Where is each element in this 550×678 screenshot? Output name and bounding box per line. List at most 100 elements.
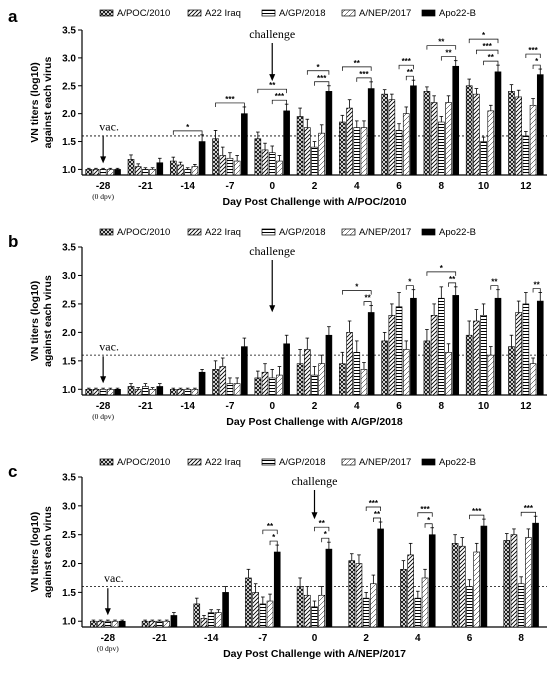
y-tick-label: 2.5 bbox=[62, 530, 76, 541]
bar bbox=[184, 169, 191, 176]
vac-arrowhead bbox=[100, 156, 107, 164]
legend-label: A/GP/2018 bbox=[279, 227, 325, 238]
bar bbox=[163, 620, 170, 628]
legend-swatch bbox=[421, 9, 436, 17]
x-axis-title: Day Post Challenge with A/NEP/2017 bbox=[223, 648, 406, 660]
significance-bracket bbox=[342, 290, 372, 295]
legend-label: A/POC/2010 bbox=[117, 8, 170, 19]
significance-bracket bbox=[520, 511, 536, 517]
bar bbox=[465, 85, 473, 176]
bar bbox=[226, 157, 234, 176]
x-tick-label: -7 bbox=[258, 633, 267, 644]
bar bbox=[149, 389, 156, 396]
bar bbox=[466, 586, 473, 628]
significance-bracket bbox=[525, 53, 541, 59]
significance-bracket bbox=[215, 102, 245, 107]
bar bbox=[522, 303, 530, 396]
significance-bracket bbox=[490, 285, 499, 290]
bar bbox=[296, 363, 304, 396]
bar bbox=[311, 146, 318, 176]
legend-swatch bbox=[99, 228, 114, 236]
bar bbox=[142, 169, 149, 176]
legend-label: A/GP/2018 bbox=[279, 457, 325, 468]
bar bbox=[296, 116, 304, 176]
bar bbox=[325, 548, 333, 628]
x-tick-label: 0 bbox=[269, 401, 275, 412]
significance-bracket bbox=[532, 288, 541, 293]
bar bbox=[339, 363, 346, 396]
bar bbox=[438, 121, 445, 176]
bar bbox=[111, 620, 119, 628]
legend-swatch bbox=[261, 458, 276, 466]
bar bbox=[381, 93, 388, 176]
bar bbox=[259, 603, 267, 628]
bar bbox=[118, 620, 126, 628]
vac-label: vac. bbox=[104, 571, 124, 585]
bar bbox=[276, 160, 283, 176]
significance-bracket bbox=[476, 49, 499, 55]
bar bbox=[207, 612, 215, 628]
significance-label: *** bbox=[420, 505, 430, 514]
significance-label: * bbox=[324, 530, 328, 539]
vac-arrowhead bbox=[100, 376, 107, 384]
bar bbox=[515, 312, 522, 396]
bar bbox=[360, 127, 368, 176]
bar bbox=[104, 620, 112, 628]
legend-swatch bbox=[421, 458, 436, 466]
x-tick-label: 8 bbox=[439, 401, 445, 412]
bar bbox=[430, 315, 438, 396]
bar bbox=[367, 312, 375, 396]
bar bbox=[254, 138, 262, 176]
bar bbox=[452, 65, 460, 176]
bar bbox=[177, 164, 184, 176]
y-tick-label: 1.0 bbox=[62, 165, 76, 176]
legend-swatch bbox=[261, 9, 276, 17]
y-tick-label: 2.0 bbox=[62, 109, 76, 120]
bar bbox=[445, 102, 452, 176]
significance-label: *** bbox=[359, 70, 369, 79]
challenge-arrowhead bbox=[269, 74, 276, 82]
challenge-arrowhead bbox=[311, 512, 318, 520]
significance-label: * bbox=[186, 123, 190, 132]
x-tick-label: 4 bbox=[415, 633, 421, 644]
bar bbox=[529, 104, 537, 176]
bar bbox=[311, 374, 318, 396]
significance-bracket bbox=[426, 271, 457, 276]
bar bbox=[127, 386, 135, 396]
legend-label: A22 Iraq bbox=[205, 457, 241, 468]
bar bbox=[381, 340, 388, 396]
challenge-label: challenge bbox=[249, 244, 295, 258]
legend-label: A/NEP/2017 bbox=[359, 227, 411, 238]
x-tick-label: -28 bbox=[96, 181, 111, 192]
panel-letter: c bbox=[8, 462, 17, 481]
bar bbox=[438, 297, 445, 396]
first-tick-sublabel: (0 dpv) bbox=[92, 192, 114, 201]
bar bbox=[127, 159, 135, 176]
bar bbox=[480, 315, 487, 396]
bar bbox=[421, 577, 429, 628]
x-tick-label: -28 bbox=[96, 401, 111, 412]
bar bbox=[212, 369, 219, 396]
x-tick-label: -7 bbox=[226, 401, 235, 412]
bar bbox=[377, 528, 384, 628]
bar bbox=[198, 141, 206, 176]
y-tick-label: 3.5 bbox=[62, 243, 76, 254]
bar bbox=[156, 386, 164, 396]
bar bbox=[452, 295, 460, 396]
bar bbox=[407, 554, 414, 628]
significance-label: * bbox=[440, 264, 444, 273]
bar bbox=[99, 389, 107, 396]
y-tick-label: 2.5 bbox=[62, 81, 76, 92]
significance-bracket bbox=[483, 60, 499, 66]
significance-label: * bbox=[408, 278, 412, 287]
x-tick-label: -14 bbox=[204, 633, 219, 644]
bar bbox=[353, 127, 361, 176]
significance-label: ** bbox=[438, 38, 445, 47]
significance-bracket bbox=[321, 537, 330, 543]
legend-label: Apo22-B bbox=[439, 8, 476, 19]
y-axis-title-2: against each virus bbox=[42, 275, 54, 367]
bar bbox=[107, 169, 114, 176]
bar bbox=[283, 343, 290, 396]
bar bbox=[141, 620, 149, 628]
significance-bracket bbox=[468, 38, 499, 44]
